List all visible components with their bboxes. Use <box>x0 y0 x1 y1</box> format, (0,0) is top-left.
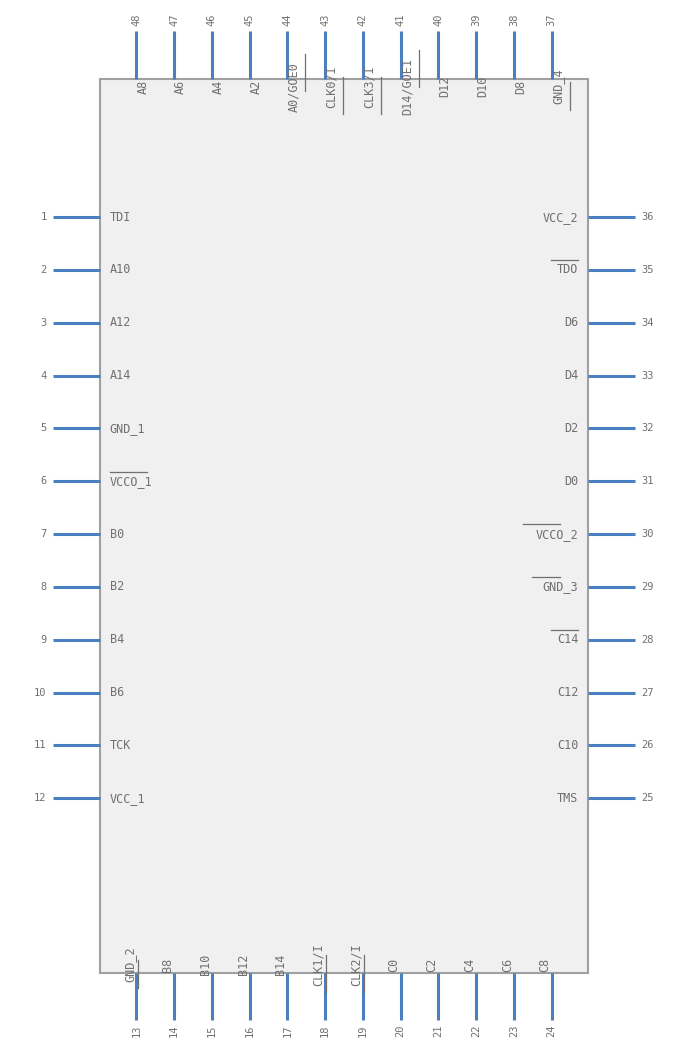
Text: C14: C14 <box>557 633 578 647</box>
Text: TDI: TDI <box>110 211 131 223</box>
Text: 46: 46 <box>207 14 217 26</box>
Text: D14/GOE1: D14/GOE1 <box>400 58 413 115</box>
Text: 10: 10 <box>34 687 47 698</box>
Text: 15: 15 <box>207 1025 217 1038</box>
Text: A10: A10 <box>110 263 131 277</box>
Text: D10: D10 <box>476 75 489 97</box>
Text: 13: 13 <box>131 1025 142 1038</box>
Text: 16: 16 <box>245 1025 255 1038</box>
Text: 24: 24 <box>546 1025 557 1038</box>
Text: 12: 12 <box>34 793 47 803</box>
Text: CLK0/I: CLK0/I <box>325 65 338 108</box>
Text: 47: 47 <box>169 14 179 26</box>
Text: 43: 43 <box>320 14 330 26</box>
Text: TCK: TCK <box>110 739 131 751</box>
Text: A2: A2 <box>250 80 263 93</box>
Text: 44: 44 <box>282 14 292 26</box>
Text: 2: 2 <box>41 265 47 275</box>
Text: 45: 45 <box>245 14 255 26</box>
Text: B12: B12 <box>237 954 250 976</box>
Text: GND_4: GND_4 <box>552 69 565 105</box>
Text: VCC_1: VCC_1 <box>110 791 145 805</box>
Text: B6: B6 <box>110 686 124 699</box>
Text: 3: 3 <box>41 318 47 328</box>
Text: CLK3/I: CLK3/I <box>363 65 376 108</box>
Text: TDO: TDO <box>557 263 578 277</box>
Text: VCCO_2: VCCO_2 <box>535 527 578 541</box>
Text: C0: C0 <box>387 958 400 971</box>
Text: VCCO_1: VCCO_1 <box>110 475 153 487</box>
Text: B8: B8 <box>161 958 174 971</box>
Text: 4: 4 <box>41 371 47 380</box>
Text: 40: 40 <box>433 14 443 26</box>
Text: 18: 18 <box>320 1025 330 1038</box>
Text: D6: D6 <box>564 316 578 329</box>
Text: B4: B4 <box>110 633 124 647</box>
Text: 11: 11 <box>34 740 47 750</box>
Text: D0: D0 <box>564 475 578 487</box>
Text: 36: 36 <box>641 212 654 222</box>
Text: D12: D12 <box>438 75 451 97</box>
Text: A12: A12 <box>110 316 131 329</box>
Text: B0: B0 <box>110 527 124 541</box>
Text: 33: 33 <box>641 371 654 380</box>
Text: 41: 41 <box>396 14 406 26</box>
Text: 25: 25 <box>641 793 654 803</box>
Text: 39: 39 <box>471 14 481 26</box>
Bar <box>100 79 588 973</box>
Text: 7: 7 <box>41 529 47 539</box>
Text: 14: 14 <box>169 1025 179 1038</box>
Text: B2: B2 <box>110 581 124 593</box>
Text: 27: 27 <box>641 687 654 698</box>
Text: 8: 8 <box>41 582 47 592</box>
Text: GND_3: GND_3 <box>543 581 578 593</box>
Text: 6: 6 <box>41 476 47 486</box>
Text: C4: C4 <box>463 958 476 971</box>
Text: 38: 38 <box>509 14 519 26</box>
Text: CLK1/I: CLK1/I <box>312 943 325 986</box>
Text: 29: 29 <box>641 582 654 592</box>
Text: D2: D2 <box>564 422 578 435</box>
Text: GND_2: GND_2 <box>123 946 136 982</box>
Text: TMS: TMS <box>557 791 578 805</box>
Text: 34: 34 <box>641 318 654 328</box>
Text: 1: 1 <box>41 212 47 222</box>
Text: 30: 30 <box>641 529 654 539</box>
Text: 22: 22 <box>471 1025 481 1038</box>
Text: C2: C2 <box>425 958 438 971</box>
Text: A0/GOE0: A0/GOE0 <box>288 62 301 111</box>
Text: 26: 26 <box>641 740 654 750</box>
Text: 31: 31 <box>641 476 654 486</box>
Text: 20: 20 <box>396 1025 406 1038</box>
Text: B10: B10 <box>199 954 212 976</box>
Text: CLK2/I: CLK2/I <box>350 943 363 986</box>
Text: VCC_2: VCC_2 <box>543 211 578 223</box>
Text: 37: 37 <box>546 14 557 26</box>
Text: B14: B14 <box>275 954 288 976</box>
Text: A14: A14 <box>110 369 131 383</box>
Text: 23: 23 <box>509 1025 519 1038</box>
Text: 9: 9 <box>41 635 47 645</box>
Text: A8: A8 <box>136 80 149 93</box>
Text: D4: D4 <box>564 369 578 383</box>
Text: 19: 19 <box>358 1025 368 1038</box>
Text: D8: D8 <box>514 80 527 93</box>
Text: 32: 32 <box>641 423 654 434</box>
Text: 17: 17 <box>282 1025 292 1038</box>
Text: C6: C6 <box>501 958 514 971</box>
Text: 42: 42 <box>358 14 368 26</box>
Text: 48: 48 <box>131 14 142 26</box>
Text: A4: A4 <box>212 80 225 93</box>
Text: C8: C8 <box>539 958 552 971</box>
Text: 5: 5 <box>41 423 47 434</box>
Text: 28: 28 <box>641 635 654 645</box>
Text: GND_1: GND_1 <box>110 422 145 435</box>
Text: A6: A6 <box>174 80 187 93</box>
Text: 21: 21 <box>433 1025 443 1038</box>
Text: C10: C10 <box>557 739 578 751</box>
Text: C12: C12 <box>557 686 578 699</box>
Text: 35: 35 <box>641 265 654 275</box>
